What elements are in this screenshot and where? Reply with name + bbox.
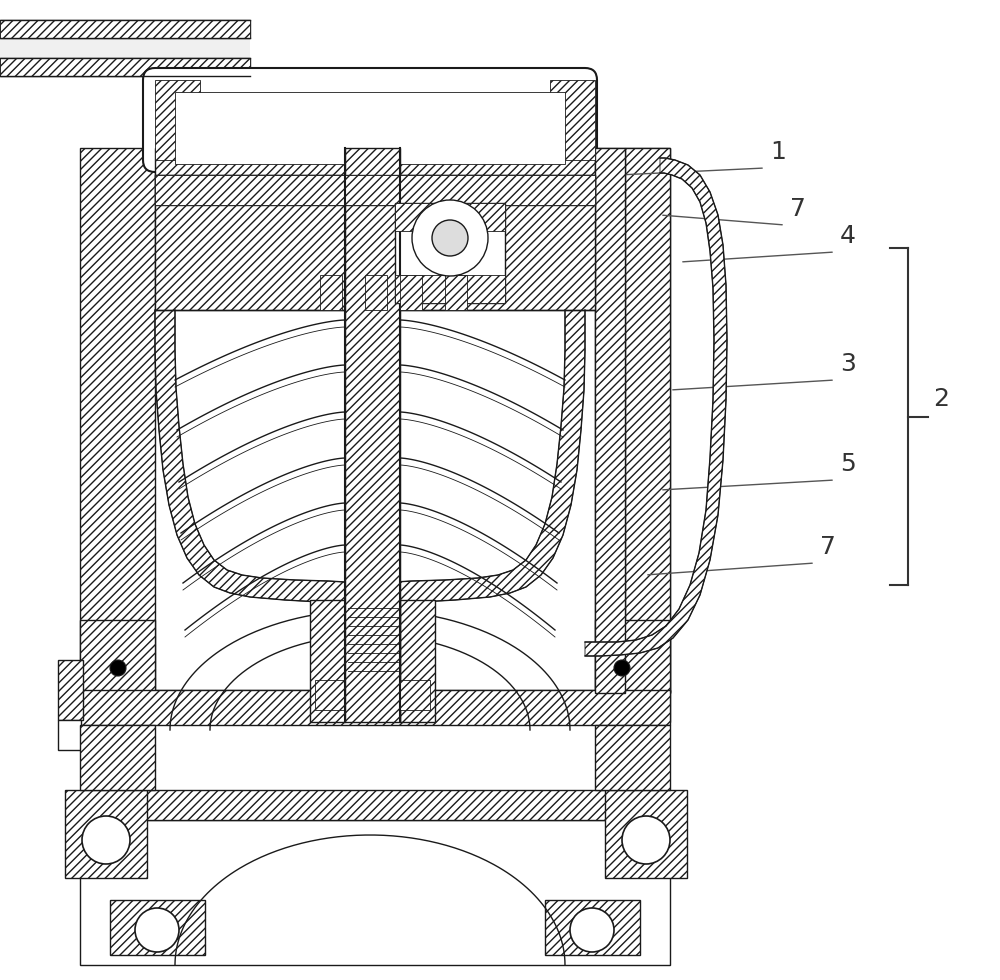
- Circle shape: [135, 908, 179, 952]
- Bar: [395, 203, 505, 231]
- Bar: [395, 275, 505, 303]
- Bar: [0, 20, 250, 38]
- Bar: [400, 680, 430, 710]
- Bar: [80, 790, 670, 820]
- Bar: [155, 148, 595, 176]
- Text: 3: 3: [840, 352, 856, 376]
- Polygon shape: [395, 310, 585, 602]
- Bar: [595, 148, 670, 693]
- Text: 4: 4: [840, 224, 856, 248]
- Bar: [80, 725, 155, 790]
- Bar: [80, 148, 155, 693]
- Bar: [0, 58, 250, 76]
- Bar: [395, 203, 505, 303]
- Bar: [595, 148, 625, 693]
- Bar: [345, 148, 400, 722]
- Bar: [58, 720, 81, 750]
- Circle shape: [412, 200, 488, 276]
- Bar: [445, 275, 467, 310]
- Bar: [545, 900, 640, 955]
- Bar: [400, 600, 435, 722]
- Bar: [155, 175, 595, 205]
- Bar: [320, 275, 342, 310]
- Polygon shape: [585, 158, 727, 656]
- Text: 7: 7: [820, 535, 836, 559]
- Bar: [365, 275, 387, 310]
- Circle shape: [614, 660, 630, 676]
- Polygon shape: [155, 310, 345, 602]
- Bar: [80, 690, 670, 722]
- Bar: [0, 38, 250, 58]
- Bar: [175, 92, 565, 164]
- Bar: [550, 80, 595, 160]
- Bar: [0, 20, 250, 38]
- Bar: [80, 620, 155, 692]
- Bar: [65, 790, 147, 878]
- FancyBboxPatch shape: [143, 68, 597, 172]
- Bar: [595, 725, 670, 790]
- Bar: [58, 660, 83, 720]
- Circle shape: [110, 660, 126, 676]
- Circle shape: [570, 908, 614, 952]
- Text: 1: 1: [770, 140, 786, 164]
- Circle shape: [622, 816, 670, 864]
- Bar: [400, 275, 422, 310]
- Bar: [315, 680, 345, 710]
- Bar: [400, 175, 595, 310]
- Bar: [155, 175, 345, 310]
- Text: 2: 2: [933, 386, 949, 411]
- Bar: [625, 148, 670, 693]
- Bar: [595, 620, 670, 692]
- Bar: [605, 790, 687, 878]
- Circle shape: [82, 816, 130, 864]
- Bar: [310, 600, 345, 722]
- Bar: [80, 690, 670, 725]
- Text: 5: 5: [840, 452, 856, 476]
- Bar: [155, 80, 200, 160]
- Bar: [0, 58, 250, 76]
- Bar: [80, 820, 670, 965]
- Bar: [155, 175, 595, 205]
- Bar: [110, 900, 205, 955]
- Circle shape: [432, 220, 468, 256]
- Text: 7: 7: [790, 197, 806, 221]
